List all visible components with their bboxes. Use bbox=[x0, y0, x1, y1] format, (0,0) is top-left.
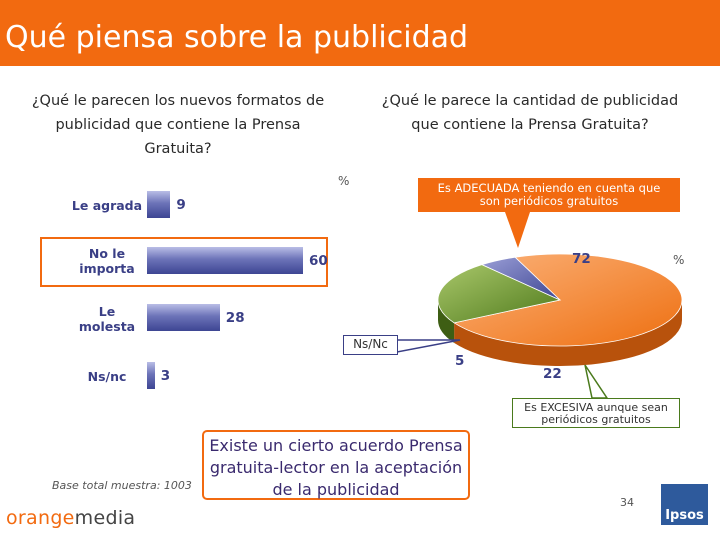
bar-value-ns-nc: 3 bbox=[160, 368, 171, 384]
right-question-line: que contiene la Prensa Gratuita? bbox=[411, 117, 649, 133]
callout-line: Es ADECUADA teniendo en cuenta que bbox=[437, 181, 661, 195]
callout-pointer-blue bbox=[396, 339, 461, 353]
orangemedia-logo: orangemedia bbox=[6, 507, 135, 529]
conclusion-line: gratuita-lector en la aceptación bbox=[209, 458, 463, 477]
pie-value-nsnc: 5 bbox=[455, 353, 465, 369]
callout-line: periódicos gratuitos bbox=[541, 413, 651, 426]
callout-pointer-green bbox=[584, 364, 609, 399]
bar-label-line: No le bbox=[88, 246, 126, 261]
bar-value-le-molesta: 28 bbox=[225, 310, 245, 326]
bar-ns-nc bbox=[147, 362, 155, 389]
pie-value-adecuada: 22 bbox=[543, 366, 562, 382]
right-question: ¿Qué le parece la cantidad de publicidad… bbox=[365, 89, 695, 137]
bar-label-le-molesta: Le molesta bbox=[62, 304, 152, 334]
bar-label-line: importa bbox=[79, 261, 135, 276]
bar-chart-unit: % bbox=[338, 174, 350, 188]
pie-side-excesiva bbox=[454, 300, 682, 366]
bar-le-agrada bbox=[147, 191, 171, 218]
bar-value-le-agrada: 9 bbox=[176, 197, 186, 213]
bar-label-line: Le bbox=[98, 304, 116, 319]
conclusion-line: de la publicidad bbox=[272, 480, 400, 499]
page-number: 34 bbox=[620, 496, 634, 509]
title-bar bbox=[0, 0, 720, 66]
callout-excesiva: Es EXCESIVA aunque sean periódicos gratu… bbox=[512, 398, 680, 428]
bar-label-ns-nc: Ns/nc bbox=[62, 369, 152, 384]
conclusion-line: Existe un cierto acuerdo Prensa bbox=[209, 436, 463, 455]
ipsos-logo: Ipsos bbox=[661, 484, 708, 525]
left-question-line: ¿Qué le parecen los nuevos formatos de bbox=[31, 93, 325, 109]
brand-part-2: media bbox=[74, 507, 136, 529]
bar-label-line: Le agrada bbox=[71, 198, 143, 213]
bar-label-le-agrada: Le agrada bbox=[62, 198, 152, 213]
sample-footnote: Base total muestra: 1003 bbox=[52, 479, 192, 492]
conclusion-box: Existe un cierto acuerdo Prensa gratuita… bbox=[202, 430, 470, 500]
callout-line: son periódicos gratuitos bbox=[479, 194, 619, 208]
pie-slices bbox=[437, 253, 683, 347]
pie-chart bbox=[437, 253, 683, 366]
pie-slice-adecuada bbox=[437, 264, 562, 324]
pie-chart-unit: % bbox=[673, 253, 685, 267]
callout-pointer-orange bbox=[505, 212, 530, 248]
callout-line: Es EXCESIVA aunque sean bbox=[524, 401, 668, 414]
pie-side-adecuada bbox=[438, 300, 455, 343]
bar-value-no-le-importa: 60 bbox=[309, 253, 328, 269]
pie-depth bbox=[438, 300, 682, 366]
bar-no-le-importa bbox=[147, 247, 303, 274]
right-question-line: ¿Qué le parece la cantidad de publicidad bbox=[381, 93, 679, 109]
pie-slice-nsnc bbox=[480, 256, 561, 301]
bar-label-no-le-importa: No le importa bbox=[62, 246, 152, 276]
brand-part-1: orange bbox=[6, 507, 75, 529]
bar-le-molesta bbox=[147, 304, 220, 331]
highlight-box bbox=[40, 237, 328, 287]
bar-label-line: Ns/nc bbox=[87, 369, 127, 384]
left-question: ¿Qué le parecen los nuevos formatos de p… bbox=[18, 89, 338, 161]
callout-nsnc: Ns/Nc bbox=[343, 335, 398, 355]
page-title: Qué piensa sobre la publicidad bbox=[5, 20, 469, 55]
pie-slice-excesiva bbox=[453, 253, 683, 347]
pie-value-excesiva: 72 bbox=[572, 251, 591, 267]
left-question-line: publicidad que contiene la Prensa bbox=[55, 117, 301, 133]
callout-adecuada: Es ADECUADA teniendo en cuenta que son p… bbox=[418, 178, 680, 212]
bar-label-line: molesta bbox=[78, 319, 136, 334]
left-question-line: Gratuita? bbox=[144, 141, 212, 157]
